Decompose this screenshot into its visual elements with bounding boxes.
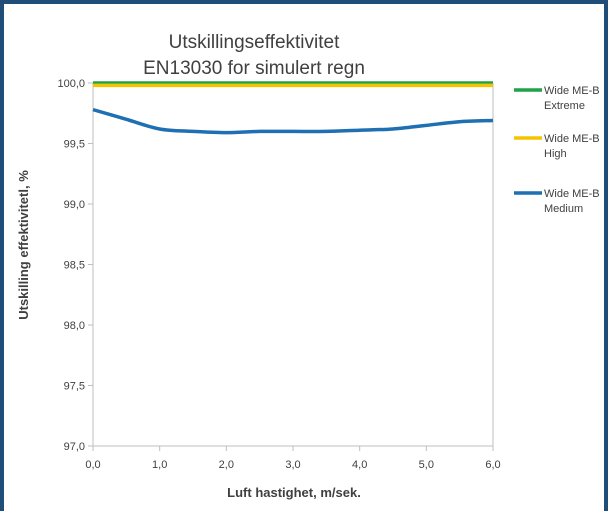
y-tick-label: 97,0 <box>64 441 85 453</box>
legend-label-line: Extreme <box>544 100 585 112</box>
x-tick-label: 1,0 <box>152 459 167 471</box>
x-tick-label: 2,0 <box>219 459 234 471</box>
x-tick-label: 5,0 <box>419 459 434 471</box>
x-tick-label: 6,0 <box>485 459 500 471</box>
x-axis-label: Luft hastighet, m/sek. <box>227 485 361 500</box>
line-chart: Utskillingseffektivitet EN13030 for simu… <box>16 32 600 500</box>
legend-label-line: Wide ME-B <box>544 85 600 97</box>
legend: Wide ME-B Extreme Wide ME-B High Wide ME-B Me… <box>514 85 600 215</box>
series-line-wide-me-b-medium <box>92 107 494 135</box>
chart-title: Utskillingseffektivitet <box>169 32 340 53</box>
y-axis-label: Utskilling effektivitetl, % <box>16 170 31 320</box>
legend-label-wide-me-b-high: Wide ME-B High <box>544 133 600 160</box>
legend-label-wide-me-b-extreme: Wide ME-B Extreme <box>544 85 600 112</box>
y-tick-label: 97,5 <box>64 381 85 393</box>
y-tick-label: 99,5 <box>64 139 85 151</box>
chart-subtitle: EN13030 for simulert regn <box>143 58 365 79</box>
legend-label-line: Medium <box>544 203 583 215</box>
axes: 97,0 97,5 98,0 98,5 99,0 99,5 100,0 0,0 1,0 2,0 3,… <box>57 78 500 471</box>
x-tick-label: 3,0 <box>285 459 300 471</box>
y-tick-label: 100,0 <box>57 78 85 90</box>
y-tick-label: 99,0 <box>64 199 85 211</box>
x-tick-label: 0,0 <box>85 459 100 471</box>
legend-label-wide-me-b-medium: Wide ME-B Medium <box>544 188 600 215</box>
legend-label-line: High <box>544 148 567 160</box>
y-tick-label: 98,5 <box>64 260 85 272</box>
legend-label-line: Wide ME-B <box>544 133 600 145</box>
series-layer <box>92 81 494 135</box>
y-tick-label: 98,0 <box>64 320 85 332</box>
x-tick-label: 4,0 <box>352 459 367 471</box>
legend-label-line: Wide ME-B <box>544 188 600 200</box>
